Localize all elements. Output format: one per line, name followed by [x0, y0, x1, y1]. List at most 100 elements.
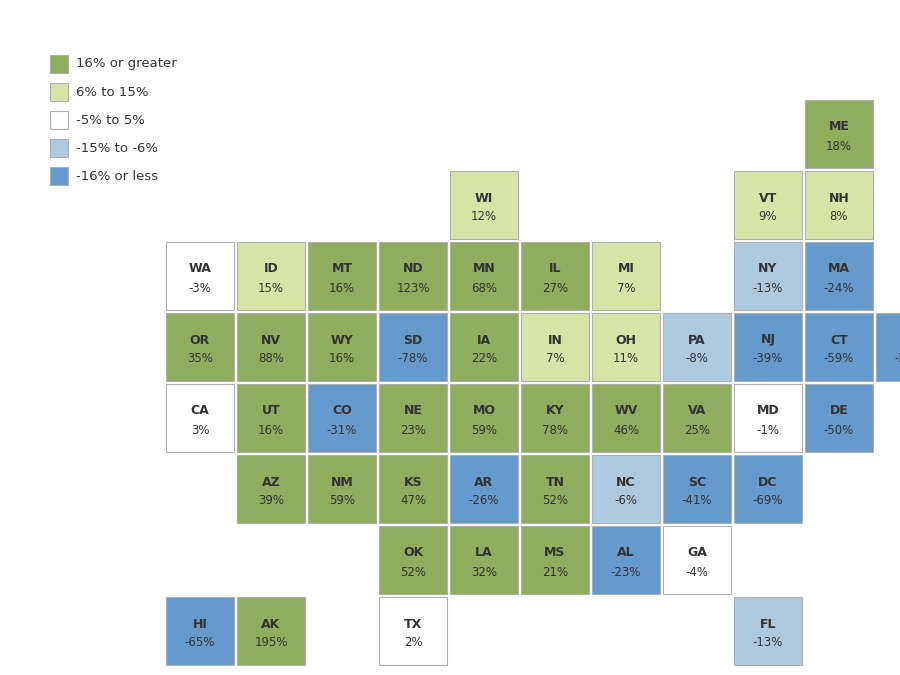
Text: -57%: -57%	[895, 352, 900, 365]
Bar	[450, 242, 518, 310]
Text: MI: MI	[617, 263, 634, 275]
Bar	[592, 384, 660, 452]
Text: CA: CA	[191, 404, 210, 418]
Text: 195%: 195%	[254, 637, 288, 649]
Text: AR: AR	[474, 475, 493, 489]
Bar	[805, 242, 873, 310]
Text: OR: OR	[190, 333, 210, 346]
Text: NY: NY	[759, 263, 778, 275]
Bar	[734, 455, 802, 523]
Bar	[734, 384, 802, 452]
Text: 47%: 47%	[400, 495, 426, 508]
Text: WA: WA	[189, 263, 212, 275]
Text: AK: AK	[261, 618, 281, 630]
Bar	[450, 313, 518, 381]
Text: DE: DE	[830, 404, 849, 418]
Bar	[592, 526, 660, 594]
Text: ME: ME	[829, 121, 850, 134]
Text: MS: MS	[544, 547, 566, 560]
Text: NC: NC	[616, 475, 635, 489]
Bar	[592, 242, 660, 310]
Text: CO: CO	[332, 404, 352, 418]
Text: KS: KS	[404, 475, 422, 489]
Text: -65%: -65%	[184, 637, 215, 649]
Text: CT: CT	[830, 333, 848, 346]
Text: 21%: 21%	[542, 566, 568, 578]
Text: -31%: -31%	[327, 423, 357, 437]
Text: 78%: 78%	[542, 423, 568, 437]
Text: -39%: -39%	[752, 352, 783, 365]
Bar	[379, 526, 447, 594]
Bar	[592, 455, 660, 523]
Bar	[308, 384, 376, 452]
Text: -8%: -8%	[686, 352, 708, 365]
Bar	[450, 455, 518, 523]
Text: 27%: 27%	[542, 281, 568, 294]
Text: LA: LA	[475, 547, 493, 560]
Bar	[592, 313, 660, 381]
Text: 3%: 3%	[191, 423, 209, 437]
Text: ID: ID	[264, 263, 278, 275]
Text: -13%: -13%	[752, 281, 783, 294]
Bar	[450, 384, 518, 452]
Bar	[734, 242, 802, 310]
Bar	[237, 313, 305, 381]
Text: NV: NV	[261, 333, 281, 346]
Bar	[805, 100, 873, 168]
Text: 7%: 7%	[545, 352, 564, 365]
Text: 9%: 9%	[759, 211, 778, 223]
Bar	[379, 242, 447, 310]
Text: HI: HI	[193, 618, 207, 630]
Text: 11%: 11%	[613, 352, 639, 365]
Text: -78%: -78%	[398, 352, 428, 365]
Text: -16% or less: -16% or less	[76, 169, 158, 182]
Text: VT: VT	[759, 192, 777, 205]
Text: IN: IN	[547, 333, 562, 346]
Text: 59%: 59%	[329, 495, 355, 508]
Bar	[50, 83, 68, 101]
Text: NE: NE	[403, 404, 422, 418]
Text: OH: OH	[616, 333, 636, 346]
Text: -4%: -4%	[686, 566, 708, 578]
Text: MT: MT	[331, 263, 353, 275]
Text: NM: NM	[330, 475, 354, 489]
Text: IL: IL	[549, 263, 562, 275]
Text: -59%: -59%	[824, 352, 854, 365]
Text: -50%: -50%	[824, 423, 854, 437]
Text: 46%: 46%	[613, 423, 639, 437]
Bar	[166, 597, 234, 665]
Bar	[50, 139, 68, 157]
Text: IA: IA	[477, 333, 491, 346]
Text: -1%: -1%	[757, 423, 779, 437]
Text: MA: MA	[828, 263, 850, 275]
Text: FL: FL	[760, 618, 776, 630]
Bar	[308, 313, 376, 381]
Bar	[805, 313, 873, 381]
Text: -23%: -23%	[611, 566, 641, 578]
Text: 8%: 8%	[830, 211, 848, 223]
Text: 52%: 52%	[400, 566, 426, 578]
Text: TN: TN	[545, 475, 564, 489]
Bar	[663, 455, 731, 523]
Bar	[237, 455, 305, 523]
Text: ND: ND	[402, 263, 423, 275]
Text: -15% to -6%: -15% to -6%	[76, 142, 158, 155]
Text: MN: MN	[472, 263, 495, 275]
Text: 23%: 23%	[400, 423, 426, 437]
Text: 16% or greater: 16% or greater	[76, 57, 176, 70]
Bar	[237, 242, 305, 310]
Bar	[521, 313, 589, 381]
Text: NJ: NJ	[760, 333, 776, 346]
Bar	[50, 111, 68, 129]
Text: -6%: -6%	[615, 495, 637, 508]
Text: 22%: 22%	[471, 352, 497, 365]
Text: SD: SD	[403, 333, 423, 346]
Text: 59%: 59%	[471, 423, 497, 437]
Text: MD: MD	[757, 404, 779, 418]
Bar	[308, 242, 376, 310]
Text: 2%: 2%	[404, 637, 422, 649]
Text: GA: GA	[687, 547, 707, 560]
Bar	[521, 455, 589, 523]
Text: NH: NH	[829, 192, 850, 205]
Bar	[450, 526, 518, 594]
